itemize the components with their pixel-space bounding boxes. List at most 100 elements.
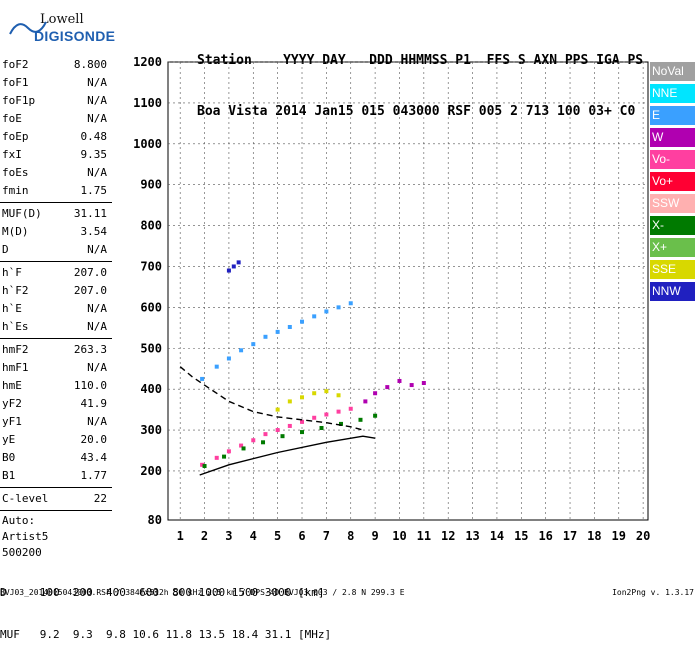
data-point: [239, 443, 244, 448]
data-point: [409, 383, 414, 388]
data-point: [287, 399, 292, 404]
param-row: foF2 8.800: [0, 56, 112, 74]
data-point: [236, 260, 241, 265]
x-tick-label: 20: [636, 529, 650, 543]
divider: [0, 510, 112, 511]
param-value: N/A: [87, 320, 107, 333]
data-point: [336, 305, 341, 310]
logo-bottom-text: DIGISONDE: [34, 28, 116, 44]
param-row: foEs N/A: [0, 164, 112, 182]
data-point: [226, 356, 231, 361]
param-key: foF1: [2, 76, 29, 89]
data-point: [202, 464, 207, 469]
param-row: h`Es N/A: [0, 318, 112, 336]
data-point: [421, 381, 426, 386]
y-tick-label: 80: [148, 513, 162, 527]
data-point: [231, 264, 236, 269]
plot-frame: [167, 61, 649, 521]
data-point: [275, 428, 280, 433]
data-point: [222, 454, 227, 459]
distance-row: D 100 200 400 600 800 1000 1500 3000 [km…: [0, 586, 325, 599]
header-line-2: Boa Vista 2014 Jan15 015 043000 RSF 005 …: [197, 104, 636, 119]
logo-wave-icon: [9, 21, 47, 35]
legend-item-vo: Vo+: [650, 172, 695, 191]
legend-item-sse: SSE: [650, 260, 695, 279]
ionogram-chart: 1 2 3 4 5 6 7 8 9 10 11 12 13 14 15 16 17 18 19 20802003004…: [133, 55, 650, 543]
solid-trace-curve: [199, 435, 376, 476]
data-point: [348, 301, 353, 306]
y-tick-label: 900: [140, 178, 162, 192]
data-point: [214, 455, 219, 460]
x-tick-label: 11: [417, 529, 431, 543]
param-row: foE N/A: [0, 110, 112, 128]
logo-top-text: Lowell: [40, 12, 84, 27]
x-tick-label: 16: [538, 529, 552, 543]
param-row: fxI 9.35: [0, 146, 112, 164]
data-point: [275, 329, 280, 334]
param-value: N/A: [87, 112, 107, 125]
y-tick-label: 200: [140, 464, 162, 478]
param-row: hmF2 263.3: [0, 341, 112, 359]
data-point: [263, 432, 268, 437]
data-point: [312, 314, 317, 319]
data-point: [348, 406, 353, 411]
y-tick-label: 400: [140, 382, 162, 396]
param-key: fmin: [2, 184, 29, 197]
param-value: 207.0: [73, 266, 107, 279]
param-row: D N/A: [0, 241, 112, 259]
param-value: N/A: [87, 361, 107, 374]
param-value: 41.9: [80, 397, 108, 410]
y-tick-label: 1100: [133, 96, 162, 110]
param-key: B1: [2, 469, 16, 482]
data-point: [275, 407, 280, 412]
param-row: B1 1.77: [0, 467, 112, 485]
data-point: [300, 395, 305, 400]
param-value: 263.3: [73, 343, 107, 356]
param-row: C-level 22: [0, 490, 112, 508]
data-point: [319, 425, 324, 430]
dashed-trace-curve: [179, 366, 364, 431]
legend-item-ssw: SSW: [650, 194, 695, 213]
legend-item-vo: Vo-: [650, 150, 695, 169]
param-key: foEp: [2, 130, 29, 143]
x-tick-label: 2: [201, 529, 208, 543]
x-tick-label: 18: [587, 529, 601, 543]
data-point: [287, 324, 292, 329]
data-point: [300, 430, 305, 435]
y-tick-label: 1000: [133, 137, 162, 151]
data-point: [287, 423, 292, 428]
data-point: [263, 334, 268, 339]
data-point: [251, 342, 256, 347]
param-row: h`F2 207.0: [0, 282, 112, 300]
data-point: [312, 415, 317, 420]
file-info: BVJ03_2014015043000.RSF / 384fx512h 50 k…: [0, 588, 405, 597]
param-key: yF2: [2, 397, 22, 410]
data-point: [324, 309, 329, 314]
data-point: [300, 419, 305, 424]
param-key: hmF2: [2, 343, 29, 356]
legend-item-w: W: [650, 128, 695, 147]
data-point: [336, 393, 341, 398]
x-tick-label: 15: [514, 529, 528, 543]
y-tick-label: 300: [140, 423, 162, 437]
param-row: foEp 0.48: [0, 128, 112, 146]
x-tick-label: 13: [465, 529, 479, 543]
data-point: [200, 462, 205, 467]
divider: [0, 202, 112, 203]
x-tick-label: 9: [371, 529, 378, 543]
param-value: N/A: [87, 76, 107, 89]
legend-item-noval: NoVal: [650, 62, 695, 81]
param-value: 1.75: [80, 184, 108, 197]
param-key: h`Es: [2, 320, 29, 333]
param-row: h`F 207.0: [0, 264, 112, 282]
y-tick-label: 1200: [133, 55, 162, 69]
station-header: Station YYYY DAY DDD HHMMSS P1 FFS S AXN…: [197, 18, 643, 137]
divider: [0, 338, 112, 339]
legend-item-x: X-: [650, 216, 695, 235]
param-key: C-level: [2, 492, 49, 505]
param-value: 8.800: [73, 58, 107, 71]
data-point: [251, 438, 256, 443]
x-tick-label: 19: [612, 529, 626, 543]
legend-item-x: X+: [650, 238, 695, 257]
param-row: foF1p N/A: [0, 92, 112, 110]
